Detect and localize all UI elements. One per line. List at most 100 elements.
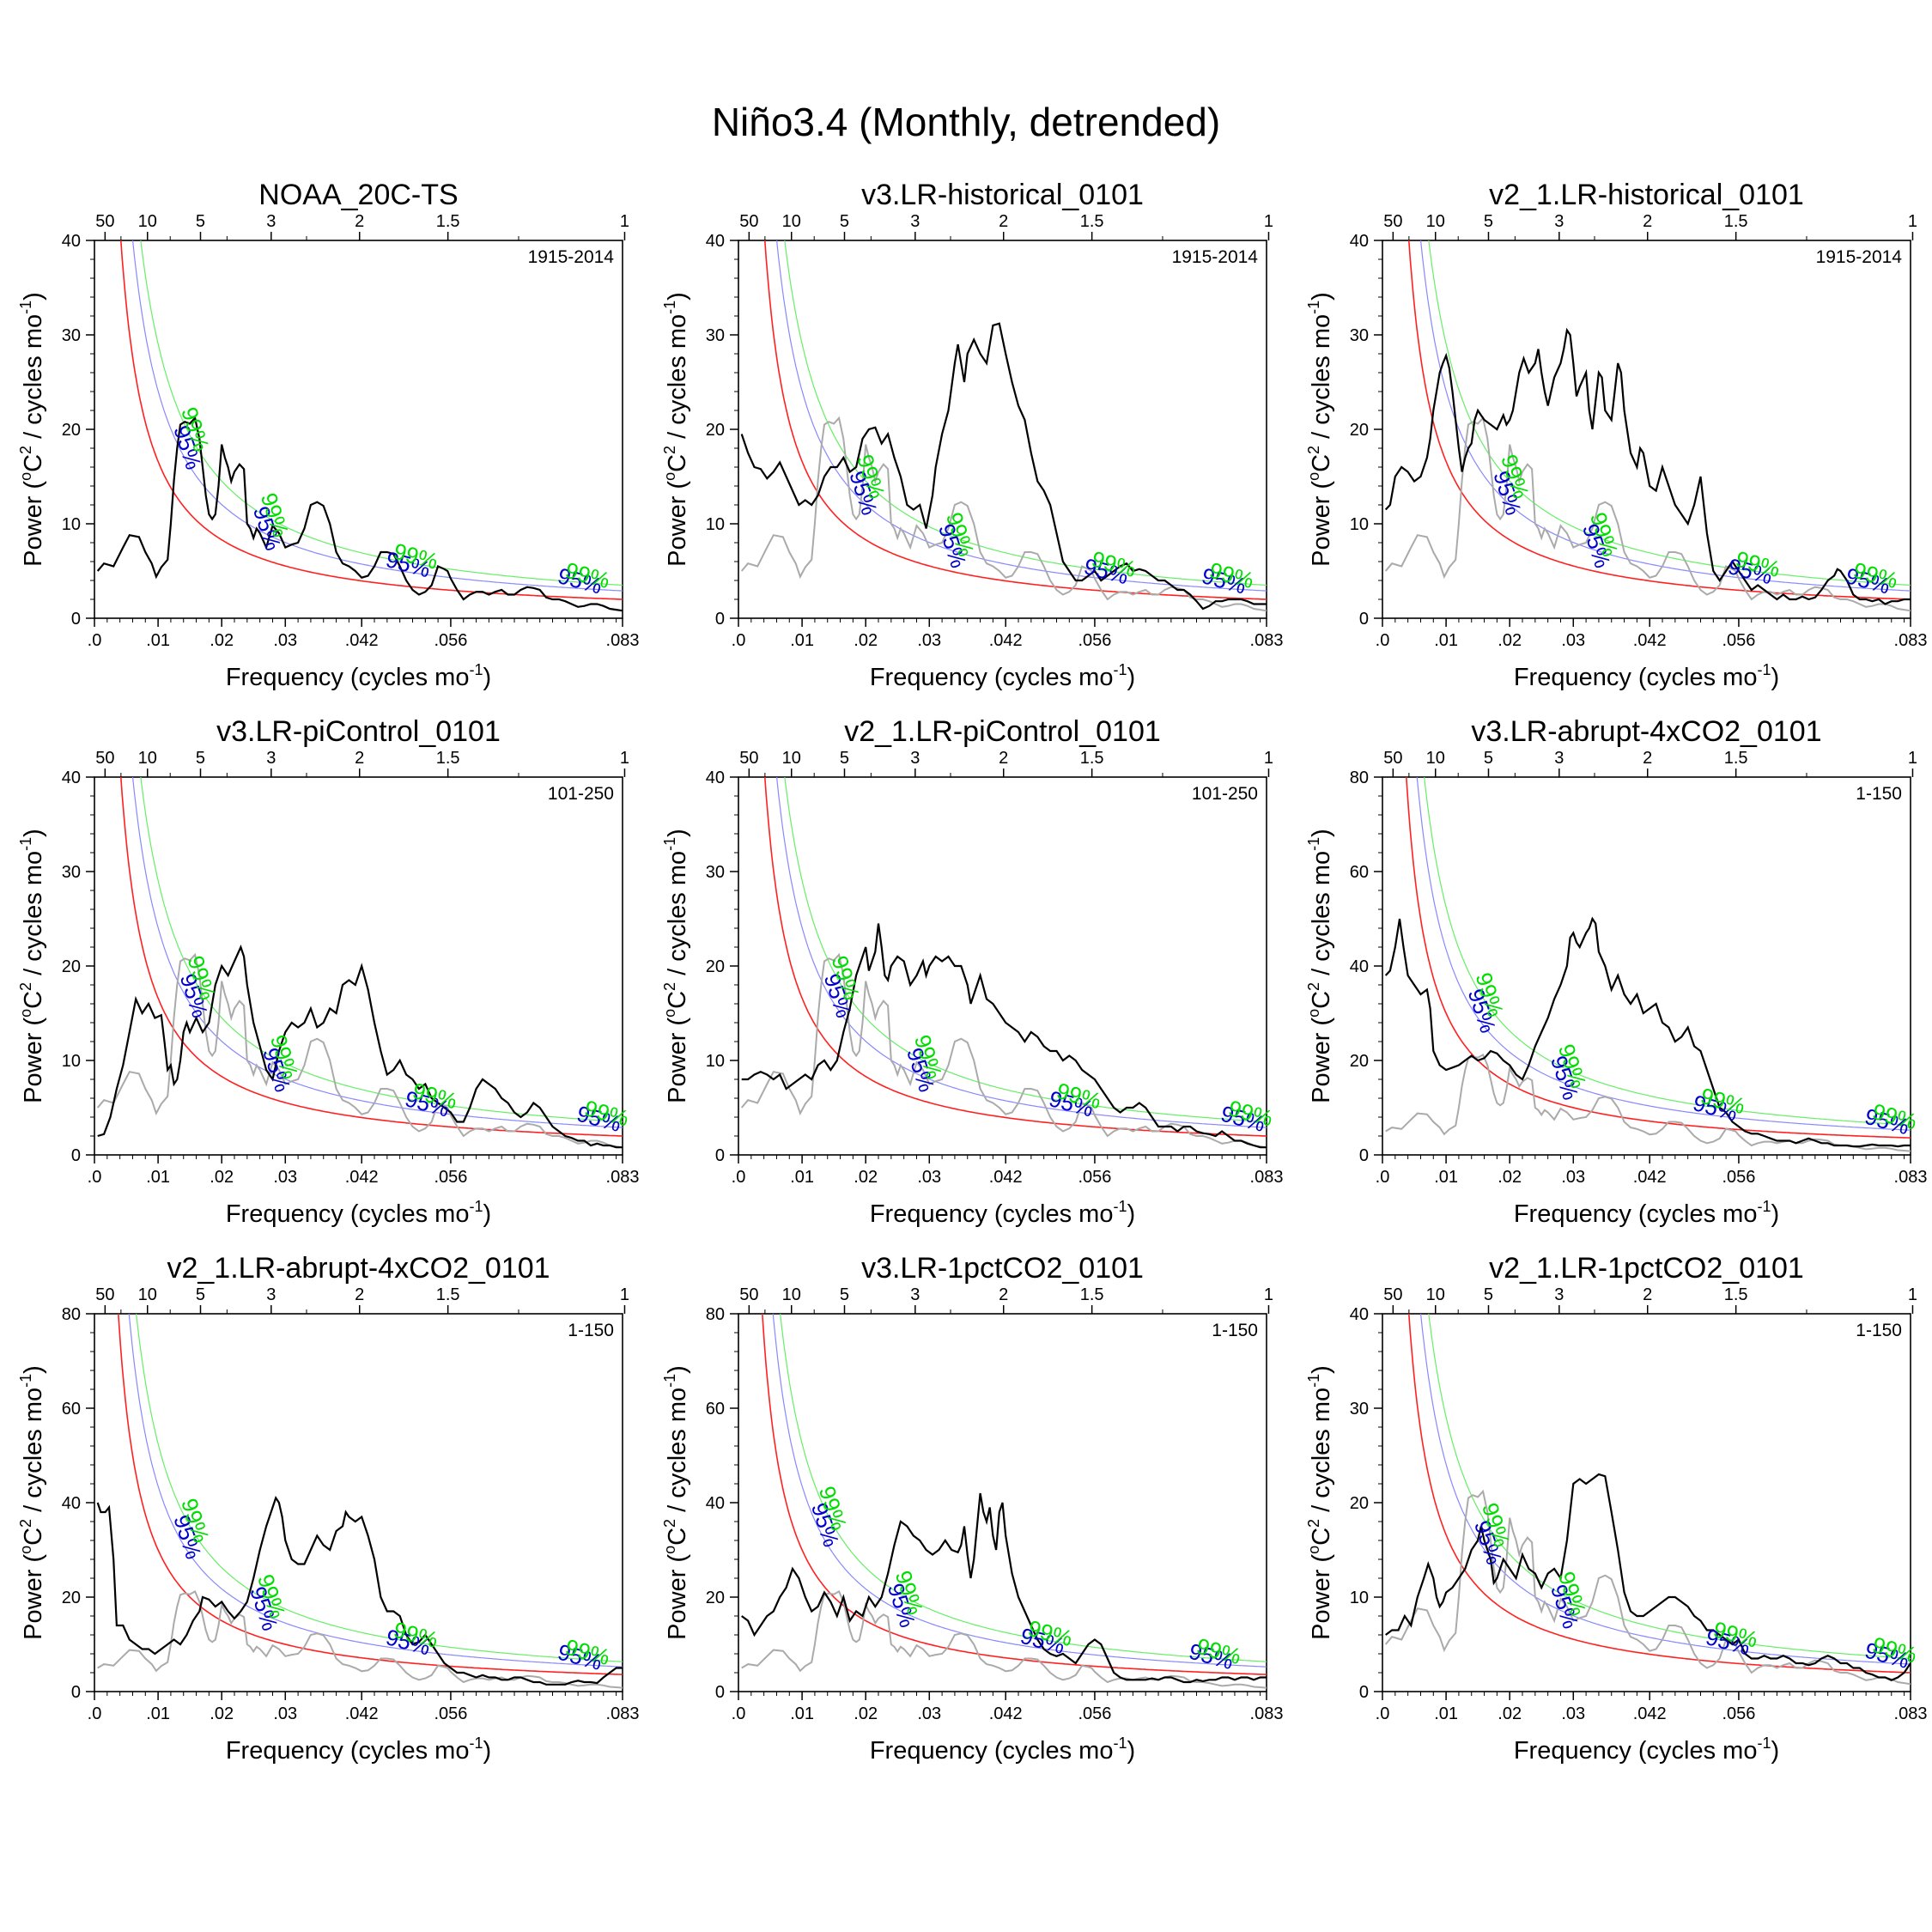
red-noise-curve — [763, 777, 1267, 1137]
x-axis-label: Frequency (cycles mo-1) — [870, 1735, 1135, 1765]
x-tick-label: .01 — [790, 1168, 814, 1187]
significance-99-curve — [1428, 240, 1911, 586]
y-tick-label: 20 — [706, 1589, 725, 1607]
reference-spectrum-line — [97, 1589, 623, 1689]
period-tick-label: 1 — [1264, 1285, 1273, 1304]
period-tick-label: 50 — [95, 749, 114, 768]
period-tick-label: 2 — [999, 212, 1008, 231]
significance-95-curve — [772, 1314, 1267, 1668]
spectrum-line — [1384, 916, 1911, 1148]
x-tick-label: .03 — [1561, 1168, 1585, 1187]
x-tick-label: .0 — [1376, 1168, 1390, 1187]
y-tick-label: 40 — [62, 769, 81, 787]
panel-title: v2_1.LR-piControl_0101 — [844, 715, 1161, 748]
period-tick-label: 5 — [196, 212, 205, 231]
period-tick-label: 3 — [1554, 1285, 1564, 1304]
y-tick-label: 0 — [715, 1146, 725, 1165]
plot-area — [740, 777, 1267, 1149]
x-tick-label: .01 — [790, 1704, 814, 1723]
spectrum-line — [97, 944, 623, 1149]
y-tick-label: 60 — [706, 1400, 725, 1419]
spectrum-line — [1385, 1473, 1911, 1682]
y-tick-label: 0 — [1359, 1146, 1369, 1165]
y-axis-label: Power (oC2 / cycles mo-1) — [1305, 1365, 1335, 1640]
x-tick-label: .042 — [989, 1704, 1023, 1723]
x-tick-label: .0 — [88, 631, 102, 650]
x-tick-label: .083 — [606, 1168, 640, 1187]
x-axis-label: Frequency (cycles mo-1) — [226, 1735, 491, 1765]
period-tick-label: 5 — [196, 749, 205, 768]
y-tick-label: 30 — [62, 326, 81, 345]
period-tick-label: 3 — [1554, 749, 1564, 768]
x-tick-label: .042 — [989, 1168, 1023, 1187]
y-tick-label: 60 — [1350, 863, 1369, 882]
y-tick-label: 20 — [706, 957, 725, 976]
x-tick-label: .01 — [1434, 1704, 1458, 1723]
period-tick-label: 3 — [1554, 212, 1564, 231]
x-tick-label: .01 — [1434, 631, 1458, 650]
x-tick-label: .02 — [1498, 631, 1522, 650]
period-tick-label: 1 — [620, 212, 629, 231]
y-tick-label: 0 — [715, 610, 725, 629]
period-tick-label: 10 — [1426, 212, 1445, 231]
panel-1: NOAA_20C-TS 1915-2014 0 10 20 30 40 .0 .01 .02 .03… — [17, 179, 640, 691]
x-tick-label: .0 — [1376, 1704, 1390, 1723]
period-tick-label: 1.5 — [1080, 749, 1104, 768]
period-tick-label: 10 — [138, 1285, 157, 1304]
period-tick-label: 1.5 — [1724, 212, 1748, 231]
period-tick-label: 1 — [620, 1285, 629, 1304]
x-axis-label: Frequency (cycles mo-1) — [226, 1198, 491, 1228]
period-tick-label: 5 — [196, 1285, 205, 1304]
x-tick-label: .02 — [1498, 1704, 1522, 1723]
x-tick-label: .0 — [732, 1168, 746, 1187]
y-axis-label: Power (oC2 / cycles mo-1) — [17, 829, 47, 1103]
y-tick-label: 30 — [1350, 326, 1369, 345]
x-tick-label: .083 — [1894, 631, 1928, 650]
significance-95-curve — [1416, 777, 1911, 1131]
period-label: 101-250 — [1192, 784, 1258, 804]
significance-95-curve — [775, 240, 1267, 592]
period-tick-label: 5 — [1484, 749, 1493, 768]
period-tick-label: 10 — [1426, 1285, 1445, 1304]
period-tick-label: 1.5 — [1724, 749, 1748, 768]
x-tick-label: .03 — [273, 631, 297, 650]
period-tick-label: 5 — [840, 749, 849, 768]
period-label: 1915-2014 — [1816, 247, 1903, 267]
period-tick-label: 1.5 — [436, 749, 460, 768]
significance-95-curve — [131, 777, 623, 1128]
period-tick-label: 5 — [1484, 1285, 1493, 1304]
period-tick-label: 3 — [910, 212, 920, 231]
panel-6: v3.LR-abrupt-4xCO2_0101 1-150 0 20 40 60 80 .0.… — [1305, 715, 1927, 1228]
y-axis-label: Power (oC2 / cycles mo-1) — [661, 829, 691, 1103]
panel-title: v3.LR-piControl_0101 — [216, 715, 501, 748]
period-tick-label: 10 — [782, 749, 801, 768]
y-axis-label: Power (oC2 / cycles mo-1) — [1305, 292, 1335, 567]
period-tick-label: 50 — [1383, 1285, 1402, 1304]
x-tick-label: .03 — [1561, 1704, 1585, 1723]
x-tick-label: .02 — [210, 1704, 234, 1723]
x-tick-label: .083 — [606, 631, 640, 650]
y-tick-label: 30 — [706, 326, 725, 345]
x-tick-label: .056 — [1078, 631, 1111, 650]
x-axis-label: Frequency (cycles mo-1) — [1514, 1735, 1779, 1765]
y-tick-label: 60 — [62, 1400, 81, 1419]
x-tick-label: .056 — [434, 1704, 467, 1723]
x-tick-label: .042 — [1633, 631, 1667, 650]
spectrum-line — [741, 1492, 1267, 1684]
x-tick-label: .03 — [1561, 631, 1585, 650]
period-tick-label: 5 — [1484, 212, 1493, 231]
panel-title: v3.LR-1pctCO2_0101 — [861, 1252, 1144, 1285]
x-tick-label: .02 — [854, 1168, 878, 1187]
x-tick-label: .042 — [345, 631, 379, 650]
period-tick-label: 2 — [1643, 749, 1652, 768]
y-tick-label: 20 — [62, 1589, 81, 1607]
x-tick-label: .0 — [1376, 631, 1390, 650]
x-tick-label: .0 — [732, 1704, 746, 1723]
x-axis-label: Frequency (cycles mo-1) — [1514, 661, 1779, 691]
y-tick-label: 40 — [62, 232, 81, 251]
x-tick-label: .042 — [1633, 1168, 1667, 1187]
red-noise-curve — [119, 777, 623, 1137]
y-axis-label: Power (oC2 / cycles mo-1) — [1305, 829, 1335, 1103]
x-tick-label: .056 — [434, 631, 467, 650]
period-label: 1-150 — [568, 1321, 614, 1340]
